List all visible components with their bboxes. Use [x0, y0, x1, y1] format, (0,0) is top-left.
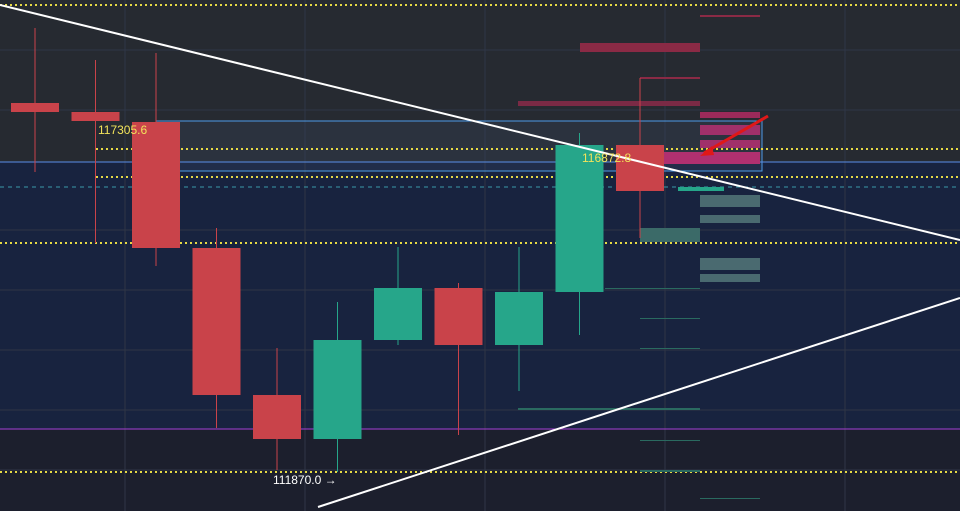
trendline — [317, 297, 960, 508]
arrow-head — [700, 146, 714, 156]
volume-profile — [518, 15, 760, 499]
arrow — [703, 114, 769, 155]
candle-body — [374, 288, 422, 340]
price-label: 111870.0 → — [273, 473, 337, 487]
candle-body — [192, 248, 241, 395]
trendline — [0, 4, 960, 241]
candle-body — [434, 288, 483, 346]
candle-body — [555, 145, 604, 292]
candle-body — [11, 102, 59, 113]
candle-body — [313, 339, 362, 439]
candles — [11, 28, 664, 473]
price-label: 116872.8 — [582, 151, 631, 165]
labels: 117305.6 116872.8 111870.0 → — [98, 123, 631, 487]
candle-body — [495, 292, 543, 346]
candle-body — [132, 122, 180, 249]
candle-body — [616, 145, 664, 192]
candle-body — [71, 112, 120, 122]
candle-body — [253, 394, 301, 439]
price-label: 117305.6 — [98, 123, 147, 137]
